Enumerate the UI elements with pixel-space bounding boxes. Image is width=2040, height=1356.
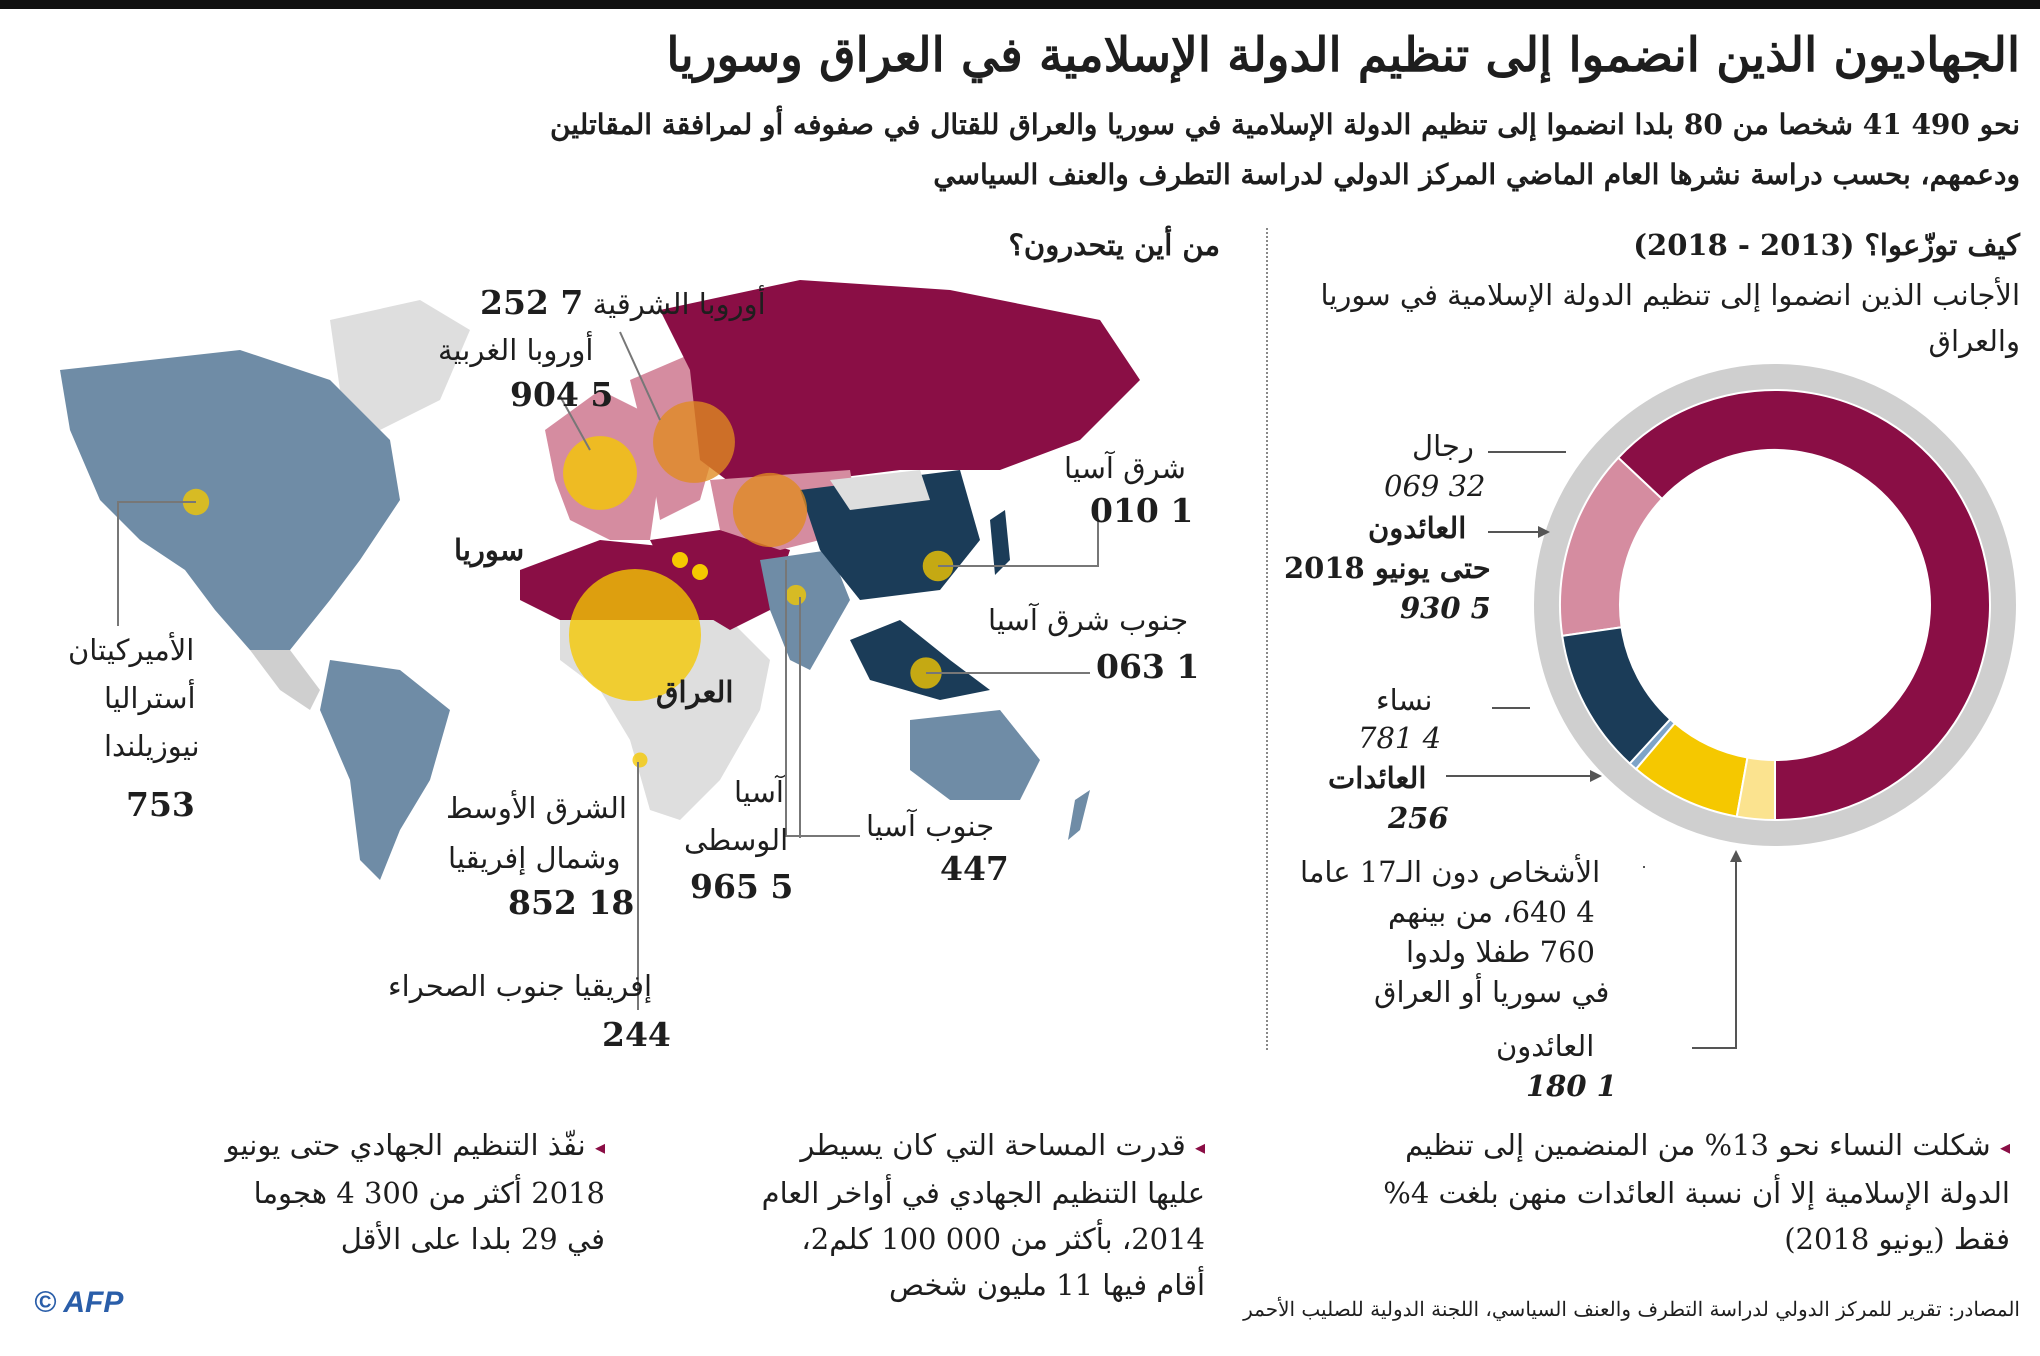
label-men: رجال [1412,429,1474,463]
afp-logo: © AFP [34,1286,124,1319]
intro-text: نحو 490 41 شخصا من 80 بلدا انضموا إلى تن… [549,108,2020,191]
arrow-women-returnees [1590,770,1602,782]
bullet-icon: ◂ [1194,1135,1205,1159]
value-women: 4 781 [1358,721,1442,755]
bullet-icon: ◂ [594,1135,605,1159]
label-mena-1: الشرق الأوسط [446,791,627,825]
label-south-asia: جنوب آسيا [866,809,995,843]
connector-minors-returnees [1692,862,1737,1049]
bubble-1 [653,401,735,483]
bubble-8 [632,752,648,768]
donut-outer-ring [1534,364,2016,846]
leader-western-europe [559,395,591,451]
label-americas-1: الأميركيتان [68,633,195,667]
fact-attacks: ◂ نفّذ التنظيم الجهادي حتى يونيو 2018 أك… [225,1128,605,1256]
value-women-returnees: 256 [1388,801,1449,835]
map-mongolia [830,470,930,510]
label-minors-2: 4 640، من بينهم [1388,895,1595,929]
value-men-returnees: 5 930 [1400,591,1491,625]
label-americas-3: نيوزيلندا [104,729,200,763]
label-minors-1: الأشخاص دون الـ17 عاما [1300,855,1601,889]
label-minors-4: في سوريا أو العراق [1374,975,1610,1009]
value-mena: 18 852 [508,883,635,922]
value-south-asia: 447 [940,849,1009,888]
value-western-europe: 5 904 [510,375,614,414]
map-south-asia [760,550,850,670]
source-note: المصادر: تقرير للمركز الدولي لدراسة التط… [1243,1297,2020,1321]
label-eastern-europe: أوروبا الشرقية 7 252 [480,283,766,322]
donut-chart [1534,364,2016,846]
marker-iraq [692,564,708,580]
label-iraq: العراق [656,675,734,709]
world-map [60,280,1140,880]
leader-americas [117,501,196,626]
label-east-asia: شرق آسيا [1064,451,1186,485]
donut-slice-5 [1735,756,1776,822]
map-north-america [60,350,400,650]
bubble-layer [117,331,1099,1010]
page-title: الجهاديون الذين انضموا إلى تنظيم الدولة … [666,28,2020,83]
arrow-minors-returnees [1730,850,1742,862]
marker-syria [672,552,688,568]
value-men: 32 069 [1384,469,1486,503]
leader-east-asia [938,520,1099,567]
label-central-asia-1: آسيا [734,775,784,809]
value-southeast-asia: 1 063 [1096,647,1200,686]
leader-eastern-europe [619,331,661,421]
fact-women: ◂ شكلت النساء نحو 13% من المنضمين إلى تن… [1383,1128,2010,1256]
label-women-returnees: العائدات [1328,761,1427,795]
map-section-title: من أين يتحدرون؟ [1008,228,1220,262]
label-sub-saharan-africa: إفريقيا جنوب الصحراء [388,969,653,1003]
label-americas-2: أستراليا [104,681,196,715]
fact-territory: ◂ قدرت المساحة التي كان يسيطر عليها التن… [761,1128,1205,1302]
bubble-2 [732,472,808,548]
bullet-icon: ◂ [1999,1135,2010,1159]
value-east-asia: 1 010 [1090,491,1194,530]
bubble-7 [785,584,807,606]
value-minors-returnees: 1 180 [1526,1069,1617,1103]
bubble-0 [569,569,701,701]
label-minors-returnees: العائدون [1496,1029,1595,1063]
donut-section-title: كيف توزّعوا؟ (2013 - 2018) [1633,228,2020,262]
map-new-zealand [1068,790,1090,840]
top-rule [0,0,2040,9]
map-south-america [320,660,450,880]
map-central-america [250,650,320,710]
label-southeast-asia: جنوب شرق آسيا [988,603,1189,637]
value-americas: 753 [126,785,195,824]
donut-connectors [1446,451,1742,1049]
donut-subtitle: الأجانب الذين انضموا إلى تنظيم الدولة ال… [1320,278,2020,358]
value-central-asia: 5 965 [690,867,794,906]
label-men-returnees-1: العائدون [1368,511,1467,545]
map-greenland [330,300,470,430]
section-divider [1266,228,1268,1050]
label-minors-3: 760 طفلا ولدوا [1406,935,1595,969]
label-men-returnees-2: حتى يونيو 2018 [1284,551,1491,585]
label-western-europe: أوروبا الغربية [438,333,594,367]
leader-central-asia [785,560,860,837]
label-women: نساء [1376,683,1433,717]
donut-slice-0 [1616,389,1991,822]
value-sub-saharan-africa: 244 [602,1015,671,1054]
map-russia [660,280,1140,490]
label-central-asia-2: الوسطى [684,823,789,857]
label-syria: سوريا [454,533,525,567]
map-australia [910,710,1040,800]
arrow-men-returnees [1538,526,1550,538]
bubble-3 [563,436,637,510]
label-mena-2: وشمال إفريقيا [448,841,621,875]
map-japan [990,510,1010,575]
